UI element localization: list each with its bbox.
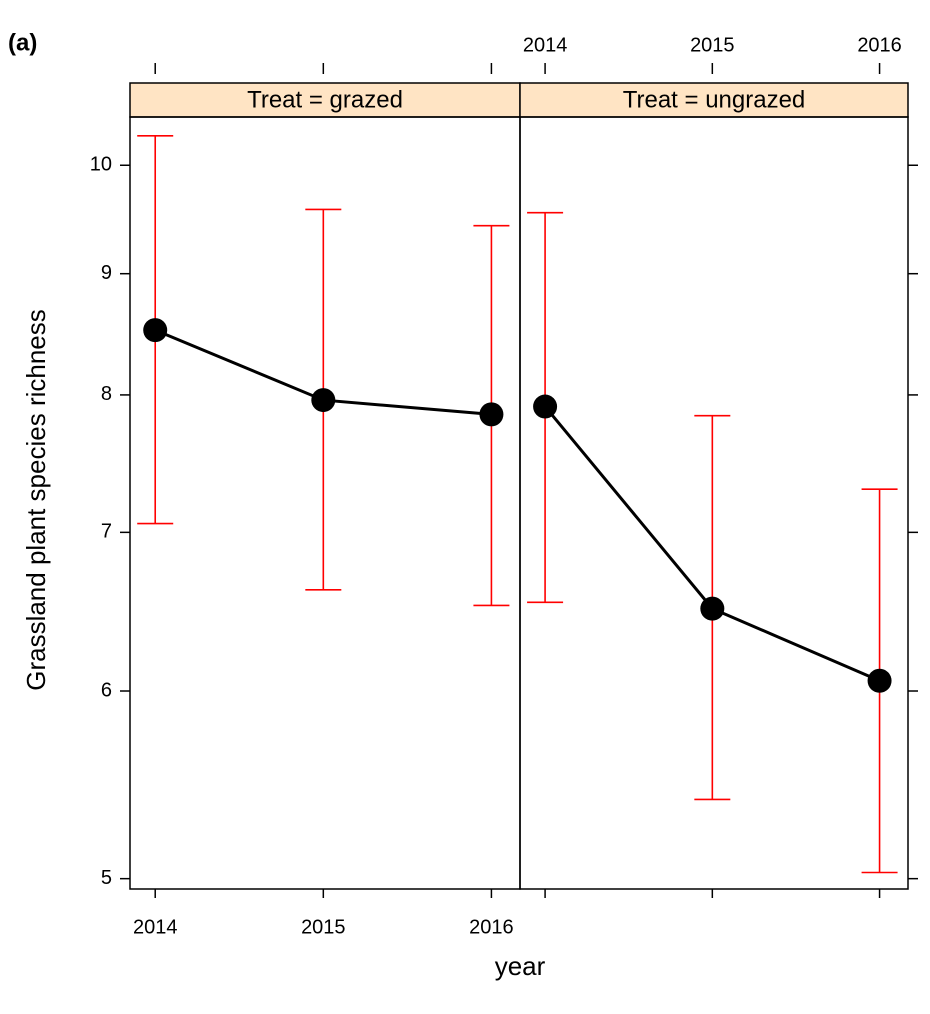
strip — [129, 82, 521, 118]
point — [867, 668, 892, 693]
y-tick-label: 9 — [101, 262, 112, 284]
y-tick-label: 5 — [101, 867, 112, 889]
y-tick-label: 10 — [90, 154, 112, 176]
panel-frame — [129, 116, 521, 890]
point — [700, 596, 725, 621]
point — [143, 318, 168, 343]
x-tick-label: 2014 — [523, 34, 568, 56]
panel-frame — [519, 116, 909, 890]
y-tick-label: 8 — [101, 383, 112, 405]
strip-label: Treat = ungrazed — [623, 86, 806, 113]
y-axis-label: Grassland plant species richness — [21, 309, 51, 691]
strip-label: Treat = grazed — [247, 86, 403, 113]
panel-label: (a) — [8, 29, 37, 56]
y-tick-label: 6 — [101, 679, 112, 701]
x-tick-label: 2014 — [133, 916, 178, 938]
y-tick-label: 7 — [101, 521, 112, 543]
x-tick-label: 2016 — [469, 916, 514, 938]
x-tick-label: 2015 — [301, 916, 346, 938]
x-tick-label: 2016 — [857, 34, 902, 56]
point — [311, 388, 336, 413]
point — [479, 402, 504, 427]
point — [533, 394, 558, 419]
x-tick-label: 2015 — [690, 34, 735, 56]
x-axis-label: year — [495, 951, 546, 981]
